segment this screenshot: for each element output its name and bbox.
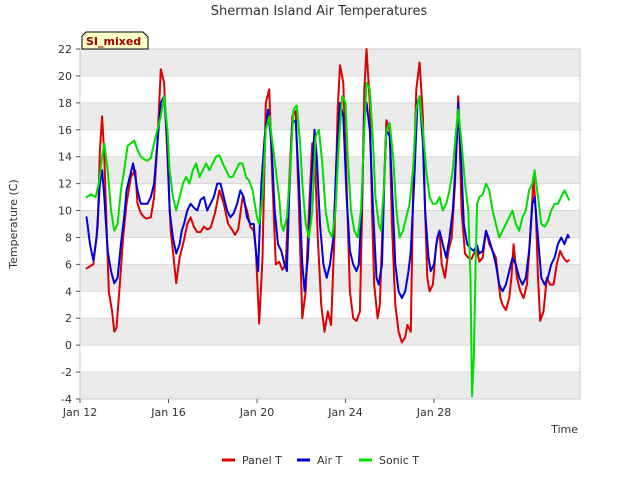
x-tick-label: Jan 16 bbox=[150, 406, 185, 419]
y-tick-label: 6 bbox=[65, 258, 72, 271]
y-tick-label: 12 bbox=[58, 178, 72, 191]
legend: Panel T Air T Sonic T bbox=[222, 454, 419, 467]
y-tick-label: 0 bbox=[65, 339, 72, 352]
y-axis: -4 -2 0 2 4 6 8 10 12 14 16 18 20 22 bbox=[58, 43, 80, 406]
y-tick-label: 16 bbox=[58, 124, 72, 137]
y-axis-label: Temperature (C) bbox=[7, 179, 20, 269]
chart-title: Sherman Island Air Temperatures bbox=[211, 4, 428, 19]
x-axis: Jan 12 Jan 16 Jan 20 Jan 24 Jan 28 bbox=[62, 399, 451, 419]
series-line-sonic-t bbox=[85, 81, 570, 398]
grid-band bbox=[80, 49, 580, 76]
grid-band bbox=[80, 183, 580, 211]
grid-band bbox=[80, 75, 580, 103]
grid-band bbox=[80, 129, 580, 157]
plot-bands bbox=[79, 48, 581, 400]
legend-label-air-t: Air T bbox=[317, 454, 343, 467]
badge-label: SI_mixed bbox=[86, 35, 141, 48]
legend-label-sonic-t: Sonic T bbox=[379, 454, 419, 467]
y-tick-label: 4 bbox=[65, 285, 72, 298]
grid-band bbox=[80, 156, 580, 184]
x-tick-label: Jan 28 bbox=[416, 406, 451, 419]
grid-band bbox=[80, 372, 580, 399]
badge-shape bbox=[81, 31, 149, 50]
grid-band bbox=[80, 291, 580, 319]
y-tick-label: 10 bbox=[58, 205, 72, 218]
series-group bbox=[85, 48, 570, 398]
grid-band bbox=[80, 345, 580, 373]
x-axis-label: Time bbox=[550, 423, 578, 436]
y-tick-label: 2 bbox=[65, 312, 72, 325]
plot-border bbox=[79, 48, 581, 400]
si-mixed-badge: SI_mixed bbox=[81, 31, 149, 50]
legend-label-panel-t: Panel T bbox=[242, 454, 282, 467]
x-tick-label: Jan 20 bbox=[239, 406, 274, 419]
y-tick-label: -4 bbox=[61, 393, 72, 406]
y-tick-label: 22 bbox=[58, 43, 72, 56]
y-tick-label: -2 bbox=[61, 366, 72, 379]
y-tick-label: 20 bbox=[58, 70, 72, 83]
y-tick-label: 14 bbox=[58, 151, 72, 164]
y-tick-label: 18 bbox=[58, 97, 72, 110]
grid-band bbox=[80, 102, 580, 130]
x-tick-label: Jan 24 bbox=[327, 406, 362, 419]
x-tick-label: Jan 12 bbox=[62, 406, 97, 419]
y-tick-label: 8 bbox=[65, 231, 72, 244]
